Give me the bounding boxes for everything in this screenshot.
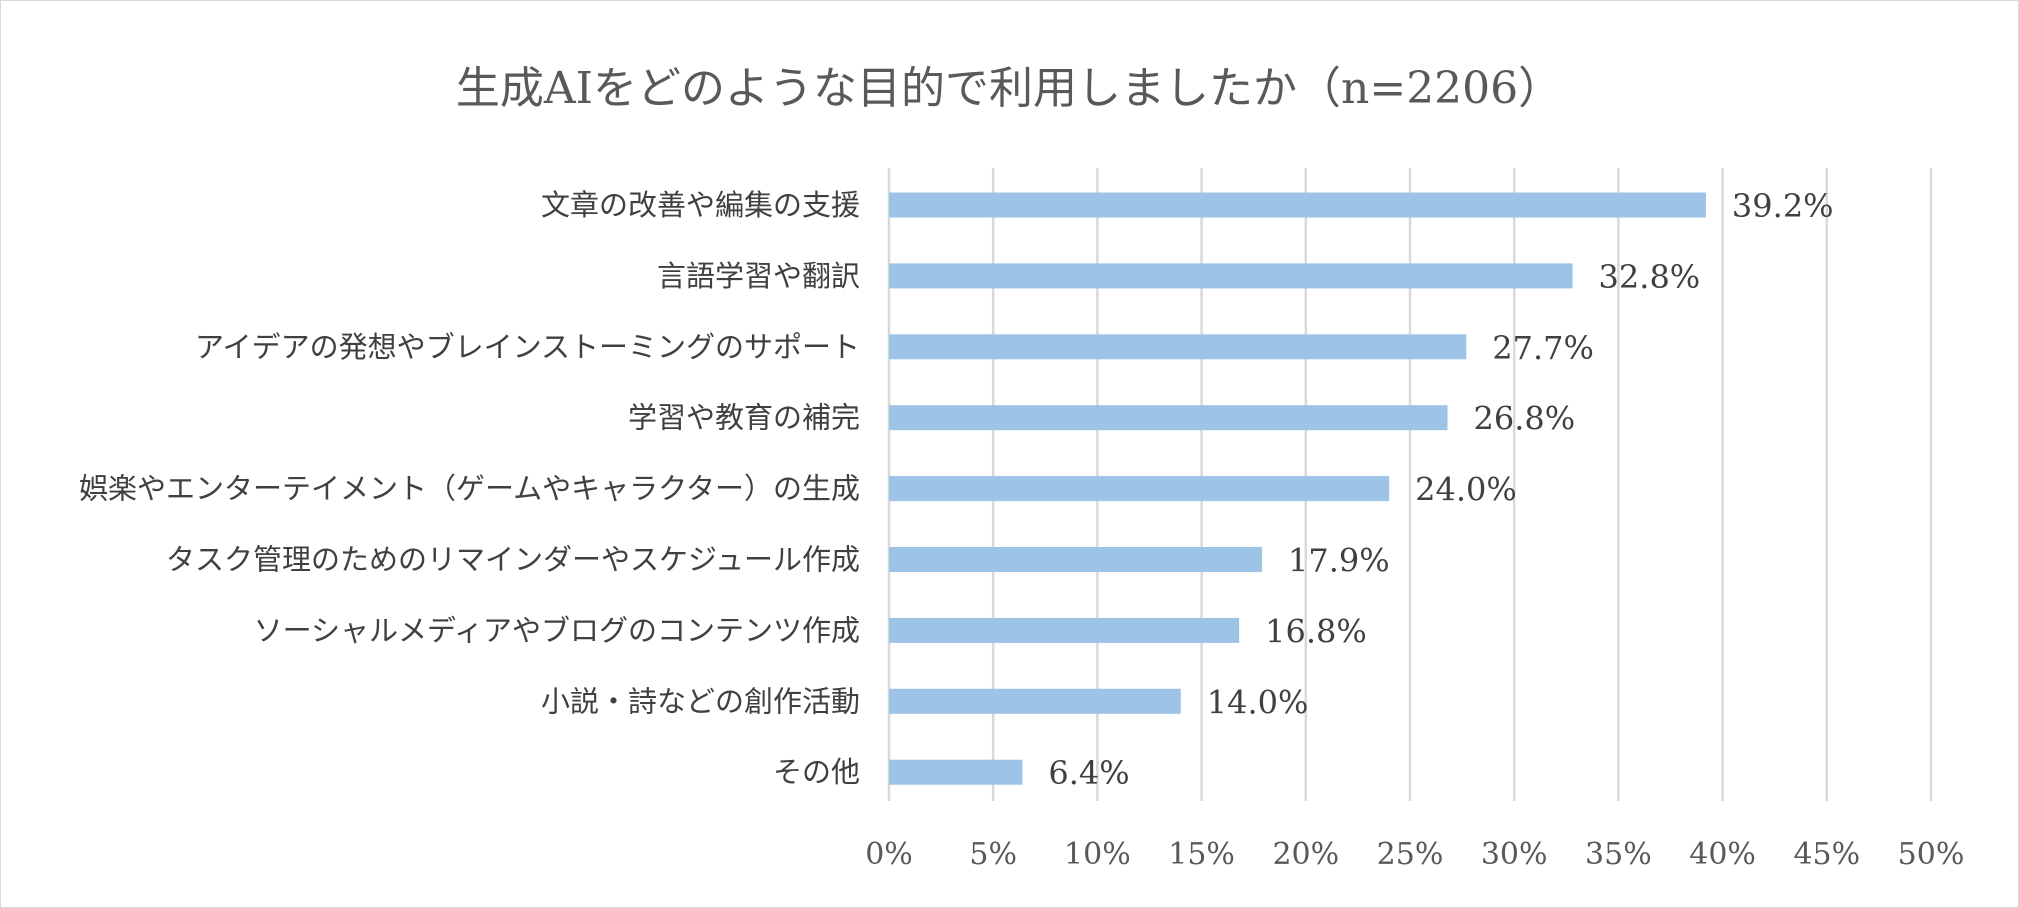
bar [889,476,1390,502]
bar [889,759,1023,785]
x-tick-label: 50% [1898,837,1965,872]
bar [889,405,1448,431]
x-tick-label: 5% [969,837,1017,872]
data-label: 27.7% [1492,329,1594,367]
data-label: 39.2% [1732,187,1834,225]
data-label: 26.8% [1474,400,1576,438]
data-label: 24.0% [1415,471,1517,509]
category-label: 文章の改善や編集の支援 [541,188,860,222]
category-label: アイデアの発想やブレインストーミングのサポート [195,330,860,364]
bar [889,617,1240,643]
bar [889,192,1706,218]
label-layer: 文章の改善や編集の支援 39.2% 言語学習や翻訳 32.8% アイデアの発想やブレイン… [79,187,1834,792]
x-tick-label: 25% [1377,837,1444,872]
x-tick-label: 35% [1585,837,1652,872]
bar-layer [889,192,1706,785]
x-tick-label: 0% [865,837,913,872]
x-tick-label: 30% [1481,837,1548,872]
data-label: 32.8% [1599,258,1701,296]
x-tick-label: 40% [1689,837,1756,872]
x-tick-label: 45% [1793,837,1860,872]
data-label: 14.0% [1207,683,1309,721]
x-tick-label: 20% [1272,837,1339,872]
x-tick-label: 10% [1064,837,1131,872]
category-label: 娯楽やエンターテイメント（ゲームやキャラクター）の生成 [79,472,860,506]
bar [889,263,1573,289]
data-label: 17.9% [1288,542,1390,580]
tick-layer: 0% 5% 10% 15% 20% 25% 30% 35% 40% 45% 50% [865,837,1964,872]
bar [889,688,1181,714]
category-label: 学習や教育の補完 [628,401,860,435]
category-label: 言語学習や翻訳 [657,259,860,293]
x-tick-label: 15% [1168,837,1235,872]
category-label: 小説・詩などの創作活動 [541,684,860,718]
bar [889,547,1263,572]
category-label: タスク管理のためのリマインダーやスケジュール作成 [166,543,860,577]
chart-title: 生成AIをどのような目的で利用しましたか（n=2206） [456,63,1562,114]
bar [889,334,1467,360]
category-label: ソーシャルメディアやブログのコンテンツ作成 [254,613,860,647]
data-label: 6.4% [1048,754,1129,792]
data-label: 16.8% [1265,612,1367,650]
category-label: その他 [773,755,860,789]
